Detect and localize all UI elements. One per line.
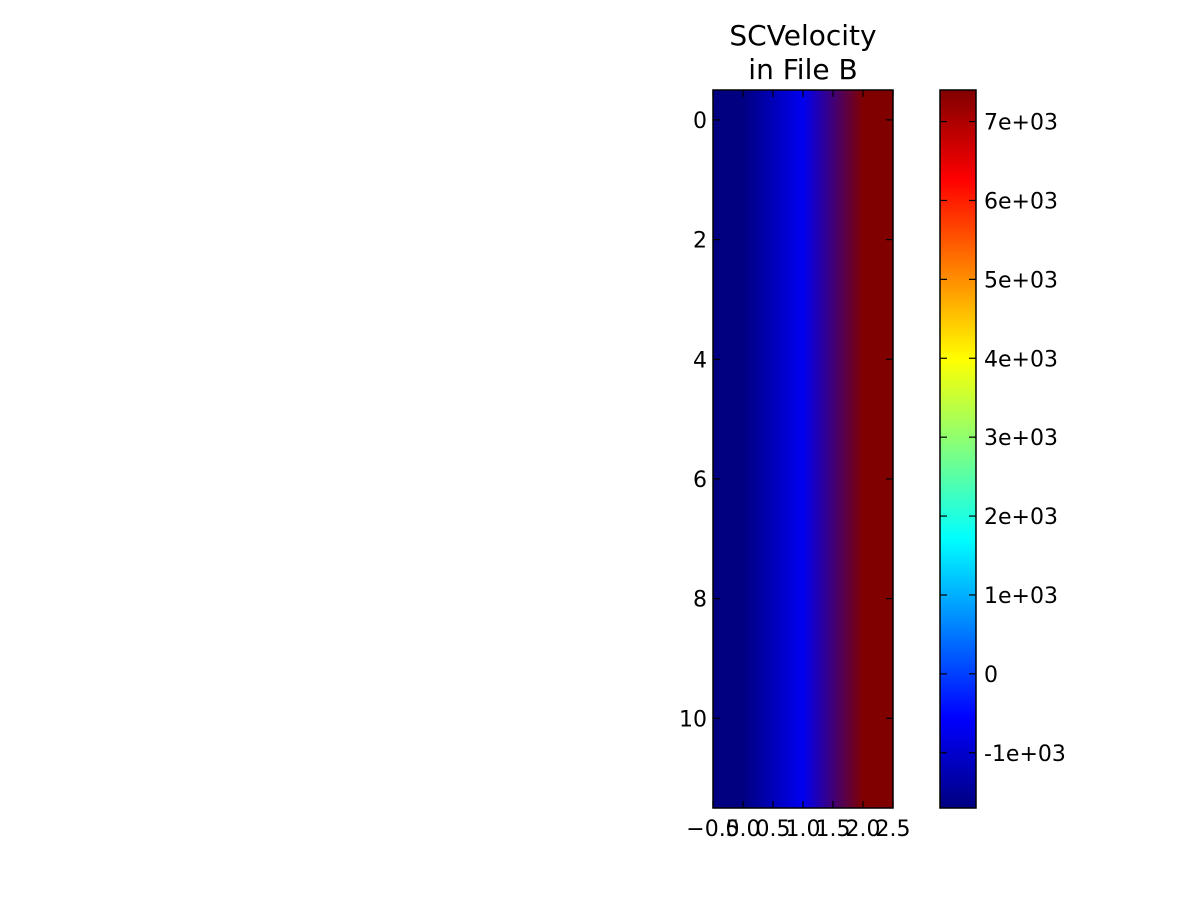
colorbar-tick-label: 5e+03 xyxy=(984,268,1058,293)
y-axis-ticks: 0 2 4 6 8 10 xyxy=(679,109,893,732)
colorbar-tick-label: 4e+03 xyxy=(984,347,1058,372)
x-tick-label: 0.0 xyxy=(726,817,761,842)
x-tick-label: −0.5 xyxy=(686,817,739,842)
colorbar-tick-label: 2e+03 xyxy=(984,505,1058,530)
x-tick-label: 2.0 xyxy=(846,817,881,842)
colorbar-tick-label: -1e+03 xyxy=(984,742,1066,767)
y-tick-label: 8 xyxy=(693,588,707,613)
x-tick-label: 1.0 xyxy=(786,817,821,842)
chart-title-line-2: in File B xyxy=(748,53,857,86)
colorbar-tick-label: 0 xyxy=(984,663,998,688)
x-tick-label: 2.5 xyxy=(876,817,911,842)
y-tick-label: 2 xyxy=(693,229,707,254)
colorbar-ticks: -1e+03 0 1e+03 2e+03 3e+03 4e+03 5e+03 6e+03 7e+… xyxy=(940,111,1066,767)
colorbar-tick-label: 3e+03 xyxy=(984,426,1058,451)
colorbar-frame xyxy=(939,89,977,809)
y-tick-label: 10 xyxy=(679,707,707,732)
y-tick-label: 6 xyxy=(693,468,707,493)
heatmap-image xyxy=(713,90,893,808)
chart-title-line-1: SCVelocity xyxy=(729,19,876,52)
colorbar-tick-label: 1e+03 xyxy=(984,584,1058,609)
x-tick-label: 1.5 xyxy=(816,817,851,842)
x-axis-ticks: −0.50.00.51.01.52.02.5 xyxy=(686,90,911,842)
x-tick-label: 0.5 xyxy=(756,817,791,842)
colorbar-tick-label: 7e+03 xyxy=(984,111,1058,136)
y-tick-label: 0 xyxy=(693,109,707,134)
colorbar-tick-label: 6e+03 xyxy=(984,189,1058,214)
y-tick-label: 4 xyxy=(693,348,707,373)
colorbar-image xyxy=(940,90,976,808)
